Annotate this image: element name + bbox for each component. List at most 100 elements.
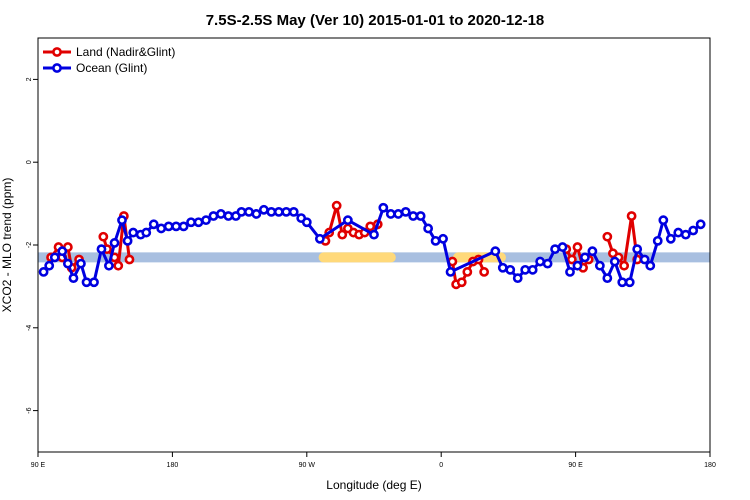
legend: Land (Nadir&Glint) Ocean (Glint): [43, 45, 175, 75]
series-line-ocean: [42, 206, 702, 284]
legend-marker-land: [52, 47, 62, 57]
x-tick-label: 90 E: [31, 462, 46, 469]
data-point-ocean: [565, 267, 575, 277]
data-point-ocean: [193, 217, 204, 228]
data-point-ocean: [128, 227, 139, 238]
x-tick-label: 90 W: [299, 462, 316, 469]
data-point-ocean: [572, 260, 583, 271]
data-point-ocean: [423, 223, 434, 234]
data-point-ocean: [68, 273, 79, 284]
data-point-ocean: [96, 244, 107, 255]
data-point-land: [626, 211, 637, 221]
data-point-land: [619, 260, 630, 271]
data-point-ocean: [76, 258, 86, 269]
x-tick-label: 0: [439, 462, 443, 469]
data-point-ocean: [117, 215, 127, 226]
data-point-ocean: [178, 221, 189, 232]
data-point-ocean: [273, 206, 284, 217]
data-point-ocean: [369, 229, 379, 240]
data-point-ocean: [148, 219, 159, 230]
series-ocean: [38, 202, 706, 288]
data-point-ocean: [639, 254, 650, 265]
data-point-land: [124, 254, 135, 265]
data-point-ocean: [415, 211, 426, 221]
data-point-ocean: [201, 215, 211, 226]
x-axis-label: Longitude (deg E): [326, 478, 421, 492]
data-point-ocean: [208, 211, 219, 221]
data-point-land: [572, 242, 583, 252]
data-point-ocean: [385, 209, 396, 219]
data-point-land: [365, 221, 376, 232]
data-point-ocean: [49, 252, 60, 263]
data-point-ocean: [438, 233, 448, 244]
data-point-ocean: [695, 219, 706, 230]
data-point-ocean: [673, 227, 684, 238]
plot-area: [37, 37, 711, 453]
data-point-ocean: [632, 244, 643, 255]
y-tick-label: -4: [26, 325, 33, 331]
data-point-ocean: [557, 242, 568, 252]
data-point-ocean: [490, 246, 501, 257]
x-axis: 90 E 180 90 W 0 90 E 180: [31, 452, 716, 469]
legend-label-ocean: Ocean (Glint): [76, 61, 147, 75]
chart-title: 7.5S-2.5S May (Ver 10) 2015-01-01 to 202…: [206, 12, 545, 29]
data-point-ocean: [244, 206, 254, 217]
data-point-ocean: [512, 273, 523, 284]
data-point-ocean: [266, 206, 277, 217]
data-point-ocean: [156, 223, 167, 234]
data-point-land: [602, 231, 613, 242]
data-point-ocean: [408, 211, 419, 221]
x-tick-label: 180: [704, 462, 716, 469]
data-point-ocean: [57, 246, 68, 257]
data-point-land: [331, 200, 342, 211]
data-point-ocean: [171, 221, 182, 232]
data-point-ocean: [393, 209, 404, 219]
data-point-ocean: [109, 238, 120, 248]
data-point-ocean: [645, 260, 656, 271]
data-point-ocean: [445, 267, 456, 277]
y-tick-label: 2: [26, 77, 33, 81]
series-layer: [38, 200, 706, 290]
series-land: [46, 200, 643, 290]
data-point-ocean: [688, 225, 699, 236]
data-point-ocean: [122, 235, 133, 246]
data-point-ocean: [186, 217, 196, 228]
data-point-ocean: [288, 206, 299, 217]
data-point-ocean: [141, 227, 152, 238]
data-point-ocean: [680, 229, 691, 240]
data-point-ocean: [580, 252, 590, 263]
data-point-land: [462, 267, 473, 277]
data-point-ocean: [602, 273, 613, 284]
data-point-ocean: [251, 209, 262, 219]
y-tick-label: -6: [26, 407, 33, 413]
data-point-ocean: [594, 260, 605, 271]
data-point-ocean: [81, 277, 92, 288]
data-point-ocean: [658, 215, 669, 226]
data-point-ocean: [223, 211, 234, 221]
data-point-ocean: [89, 277, 99, 288]
data-point-land: [337, 229, 348, 240]
data-point-ocean: [44, 260, 55, 271]
x-tick-label: 90 E: [568, 462, 583, 469]
data-point-land: [479, 267, 490, 277]
data-point-land: [566, 254, 577, 265]
data-point-ocean: [520, 264, 531, 275]
data-point-ocean: [587, 246, 598, 257]
data-point-ocean: [301, 217, 312, 228]
data-point-ocean: [535, 256, 546, 267]
y-axis-label: XCO2 - MLO trend (ppm): [0, 178, 14, 313]
data-point-ocean: [609, 256, 620, 267]
data-point-ocean: [505, 264, 516, 275]
y-tick-label: 0: [26, 160, 33, 164]
data-point-land: [113, 260, 124, 271]
data-point-ocean: [163, 221, 174, 232]
data-point-ocean: [236, 206, 247, 217]
data-point-land: [98, 231, 109, 242]
data-point-ocean: [378, 202, 389, 213]
legend-marker-ocean: [52, 63, 62, 73]
data-point-ocean: [281, 206, 292, 217]
data-point-ocean: [400, 206, 411, 217]
legend-label-land: Land (Nadir&Glint): [76, 45, 175, 59]
data-point-ocean: [497, 262, 508, 273]
